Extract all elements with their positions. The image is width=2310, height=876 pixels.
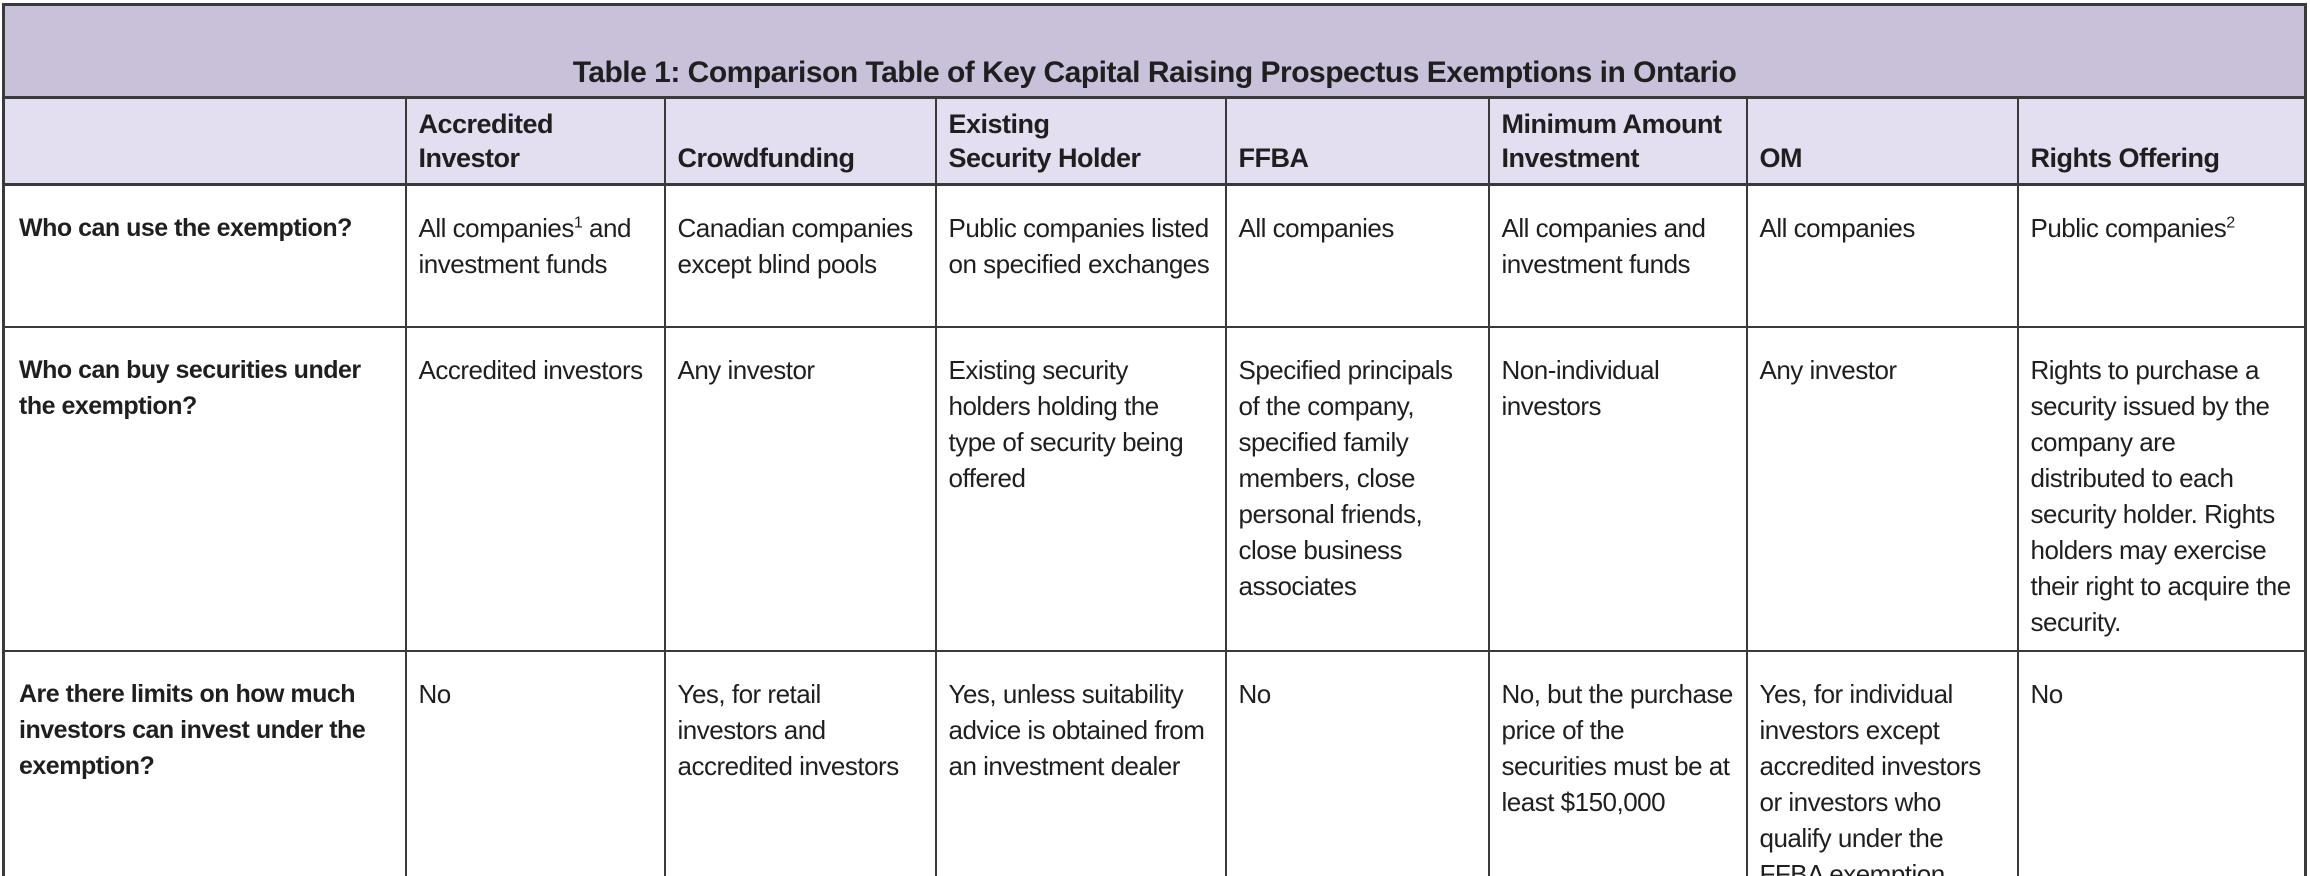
table-cell: Public companies listed on specified exc…: [934, 183, 1227, 328]
footnote-ref-1: 1: [573, 213, 583, 232]
table-title: Table 1: Comparison Table of Key Capital…: [2, 3, 2307, 99]
cell-text: Public companies: [2030, 213, 2227, 243]
header-rights-offering: Rights Offering: [2016, 96, 2307, 186]
table-row-investment-limits: Are there limits on how much investors c…: [2, 649, 2307, 876]
header-existing-security-holder: Existing Security Holder: [934, 96, 1227, 186]
table-row-who-can-buy: Who can buy securities under the exempti…: [2, 325, 2307, 652]
cell-text: All companies: [418, 213, 575, 243]
exemptions-comparison-table: Table 1: Comparison Table of Key Capital…: [2, 3, 2307, 876]
table-cell: Accredited investors: [404, 325, 666, 652]
header-ffba: FFBA: [1224, 96, 1490, 186]
table-cell: Any investor: [1745, 325, 2019, 652]
table-cell: Non-individual investors: [1487, 325, 1748, 652]
table-cell: No, but the purchase price of the securi…: [1487, 649, 1748, 876]
header-om: OM: [1745, 96, 2019, 186]
table-cell: All companies and investment funds: [1487, 183, 1748, 328]
table-cell: Any investor: [663, 325, 937, 652]
row-question: Who can buy securities under the exempti…: [2, 325, 407, 652]
table-cell: All companies: [1224, 183, 1490, 328]
table-cell: Yes, unless suitability advice is obtain…: [934, 649, 1227, 876]
table-cell: No: [2016, 649, 2307, 876]
table-cell: Rights to purchase a security issued by …: [2016, 325, 2307, 652]
table-title-row: Table 1: Comparison Table of Key Capital…: [2, 3, 2307, 99]
cell-text: and investment funds: [418, 213, 632, 279]
row-question: Who can use the exemption?: [2, 183, 407, 328]
table-cell: Yes, for individual investors except acc…: [1745, 649, 2019, 876]
table-cell: Specified principals of the company, spe…: [1224, 325, 1490, 652]
table-cell: Existing security holders holding the ty…: [934, 325, 1227, 652]
header-accredited-investor: Accredited Investor: [404, 96, 666, 186]
table-cell: All companies1 and investment funds: [404, 183, 666, 328]
table-cell: All companies: [1745, 183, 2019, 328]
table-cell: Public companies2: [2016, 183, 2307, 328]
header-crowdfunding: Crowdfunding: [663, 96, 937, 186]
table-cell: No: [404, 649, 666, 876]
table-cell: Canadian companies except blind pools: [663, 183, 937, 328]
header-corner-cell: [2, 96, 407, 186]
table-cell: No: [1224, 649, 1490, 876]
header-minimum-amount-investment: Minimum Amount Investment: [1487, 96, 1748, 186]
table-row-who-can-use: Who can use the exemption? All companies…: [2, 183, 2307, 328]
table-cell: Yes, for retail investors and accredited…: [663, 649, 937, 876]
table-header-row: Accredited Investor Crowdfunding Existin…: [2, 96, 2307, 186]
row-question: Are there limits on how much investors c…: [2, 649, 407, 876]
footnote-ref-2: 2: [2226, 213, 2235, 232]
